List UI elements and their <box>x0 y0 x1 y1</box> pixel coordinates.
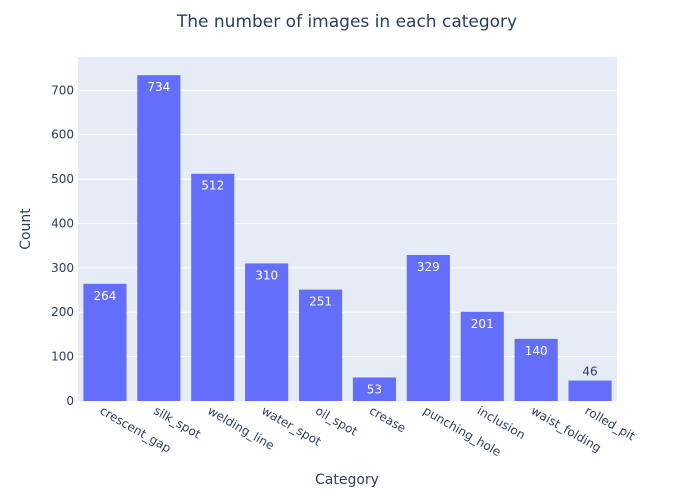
bar-water-spot <box>245 263 289 401</box>
y-tick-label: 600 <box>51 128 74 142</box>
y-axis-title: Count <box>18 208 34 250</box>
x-tick-label: crease <box>367 403 408 435</box>
bar-value-label: 310 <box>255 268 278 282</box>
y-tick-label: 500 <box>51 172 74 186</box>
y-tick-label: 200 <box>51 305 74 319</box>
bar-crescent-gap <box>83 283 127 401</box>
bar-value-label: 734 <box>147 80 170 94</box>
bar-value-label: 53 <box>367 382 382 396</box>
bar-crease <box>352 377 397 401</box>
data-labels: 264 734 512 310 251 53 329 201 140 46 <box>93 80 597 396</box>
bar-value-label: 251 <box>309 295 332 309</box>
bar-punching-hole <box>406 254 450 401</box>
bar-oil-spot <box>298 289 343 401</box>
bars <box>83 75 612 402</box>
bar-value-label: 512 <box>201 179 224 193</box>
x-tick-label: oil_spot <box>313 403 360 438</box>
bar-inclusion <box>460 311 504 401</box>
bar-rolled-pit <box>568 380 612 401</box>
bar-value-label: 201 <box>471 317 494 331</box>
bar-value-label: 46 <box>582 365 597 379</box>
y-tick-label: 400 <box>51 216 74 230</box>
y-tick-label: 0 <box>66 394 74 408</box>
chart-title: The number of images in each category <box>176 12 517 32</box>
y-tick-label: 300 <box>51 261 74 275</box>
bar-silk-spot <box>137 75 181 402</box>
y-tick-label: 700 <box>51 83 74 97</box>
bar-waist-folding <box>514 338 558 401</box>
bar-value-label: 140 <box>525 344 548 358</box>
x-axis-title: Category <box>315 472 379 488</box>
bar-value-label: 329 <box>417 260 440 274</box>
y-axis-ticks: 0 100 200 300 400 500 600 700 <box>51 83 74 408</box>
bar-value-label: 264 <box>93 289 116 303</box>
y-tick-label: 100 <box>51 350 74 364</box>
bar-welding-line <box>191 173 235 401</box>
